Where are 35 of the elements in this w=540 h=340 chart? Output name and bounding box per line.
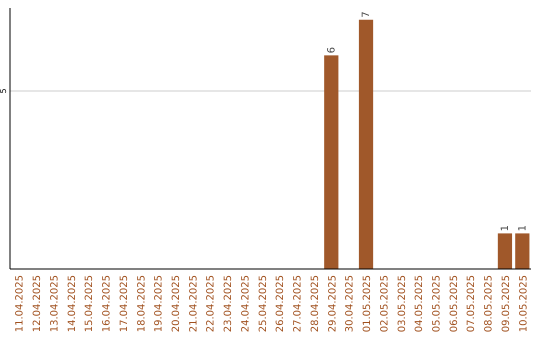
- x-tick-label: 28.04.2025: [310, 275, 321, 332]
- data-label: 6: [326, 46, 338, 54]
- y-tick-label: 5: [0, 88, 8, 94]
- x-tick-label: 12.04.2025: [32, 275, 44, 332]
- x-tick-label: 26.04.2025: [275, 275, 286, 332]
- x-tick-label: 11.04.2025: [14, 275, 26, 332]
- x-tick-label: 27.04.2025: [292, 275, 304, 332]
- x-tick-label: 03.05.2025: [396, 275, 408, 332]
- data-label: 7: [361, 11, 372, 18]
- x-tick-label: 04.05.2025: [414, 275, 426, 332]
- x-tick-label: 17.04.2025: [118, 275, 130, 332]
- x-tick-label: 09.05.2025: [500, 275, 512, 332]
- x-tick-label: 05.05.2025: [431, 275, 442, 332]
- x-tick-label: 23.04.2025: [223, 275, 234, 332]
- x-tick-label: 13.04.2025: [49, 275, 60, 332]
- x-tick-label: 21.04.2025: [188, 275, 200, 332]
- x-tick-label: 24.04.2025: [240, 275, 252, 332]
- x-tick-label: 29.04.2025: [327, 275, 338, 332]
- x-tick-label: 06.05.2025: [448, 275, 460, 332]
- x-tick-label: 25.04.2025: [258, 275, 269, 332]
- x-tick-label: 16.04.2025: [102, 275, 113, 332]
- data-label: 1: [500, 225, 511, 232]
- x-tick-label: 02.05.2025: [379, 275, 390, 332]
- x-tick-label: 08.05.2025: [484, 275, 495, 332]
- x-tick-label: 01.05.2025: [362, 275, 374, 332]
- x-tick-label: 30.04.2025: [344, 275, 356, 332]
- x-tick-label: 14.04.2025: [66, 275, 78, 332]
- x-tick-label: 19.04.2025: [154, 275, 165, 332]
- x-tick-label: 15.04.2025: [84, 275, 96, 332]
- x-tick-label: 18.04.2025: [136, 275, 148, 332]
- x-tick-label: 07.05.2025: [466, 275, 478, 332]
- x-tick-label: 20.04.2025: [170, 275, 182, 332]
- x-tick-label: 22.04.2025: [206, 275, 217, 332]
- data-label: 1: [517, 225, 528, 232]
- x-tick-label: 10.05.2025: [518, 275, 530, 332]
